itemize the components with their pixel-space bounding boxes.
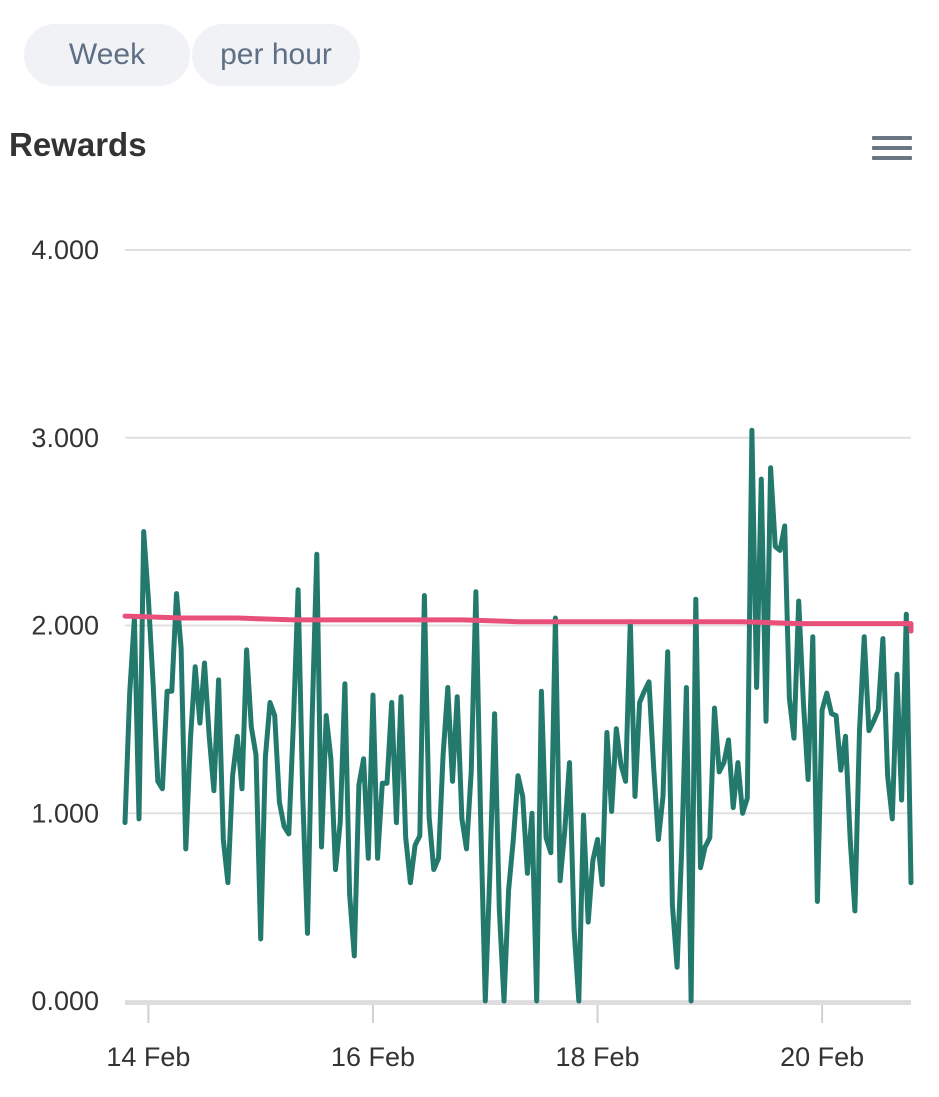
y-tick-label: 4.000 [31, 235, 99, 265]
menu-bar [872, 156, 912, 160]
x-axis: 14 Feb 16 Feb 18 Feb 20 Feb [106, 1001, 911, 1072]
chart-toolbar: Week per hour [24, 24, 360, 86]
series-line-1 [122, 427, 914, 1004]
x-tick-label: 16 Feb [331, 1042, 415, 1072]
y-tick-label: 0.000 [31, 986, 99, 1016]
menu-bar [872, 136, 912, 140]
range-week-button[interactable]: Week [24, 24, 190, 86]
menu-bar [872, 146, 912, 150]
chart-series [122, 427, 914, 1004]
chart-title: Rewards [9, 126, 147, 163]
y-tick-label: 1.000 [31, 798, 99, 828]
x-tick-label: 14 Feb [106, 1042, 190, 1072]
y-tick-label: 3.000 [31, 423, 99, 453]
x-tick-label: 20 Feb [780, 1042, 864, 1072]
y-axis: 0.000 1.000 2.000 3.000 4.000 [31, 235, 99, 1016]
hamburger-menu-icon[interactable] [866, 130, 916, 166]
x-tick-label: 18 Feb [556, 1042, 640, 1072]
unit-per-hour-button[interactable]: per hour [192, 24, 360, 86]
series-line-2 [122, 613, 914, 634]
y-tick-label: 2.000 [31, 611, 99, 641]
